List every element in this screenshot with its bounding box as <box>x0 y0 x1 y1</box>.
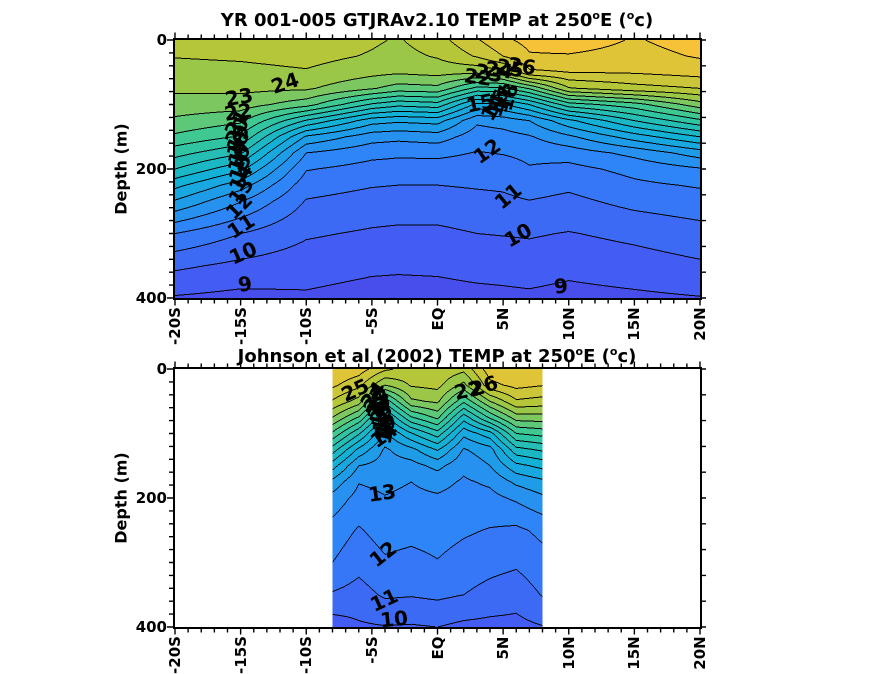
x-tick-label: -20S <box>166 636 184 674</box>
contour-label: 9 <box>552 273 570 299</box>
x-tick-label: 5N <box>494 307 513 330</box>
x-tick-label: -20S <box>166 307 184 345</box>
bottom-chart-title: Johnson et al (2002) TEMP at 250oE (oc) <box>238 345 637 367</box>
contour-label: 10 <box>378 605 409 633</box>
x-tick-label: 15N <box>625 306 644 341</box>
degree-superscript: o <box>626 9 635 22</box>
bottom-chart-title-units-close: c) <box>617 346 637 367</box>
contour-label: 13 <box>366 479 398 508</box>
top-chart-title-text: YR 001-005 GTJRAv2.10 TEMP at 250 <box>220 10 593 31</box>
top-chart-ylabel: Depth (m) <box>111 123 131 215</box>
top-chart-title-units: E ( <box>599 10 627 31</box>
x-tick-label: 10N <box>559 635 578 670</box>
y-tick-label: 400 <box>135 618 167 636</box>
top-chart-title-units-close: c) <box>634 10 654 31</box>
x-tick-label: -15S <box>231 307 250 345</box>
degree-superscript: o <box>609 345 618 358</box>
contour-plot-canvas <box>0 0 875 656</box>
x-tick-label: 20N <box>691 635 709 670</box>
x-tick-label: -15S <box>231 636 250 674</box>
bottom-chart-title-text: Johnson et al (2002) TEMP at 250 <box>237 346 576 367</box>
degree-superscript: o <box>575 345 584 358</box>
bottom-chart-ylabel: Depth (m) <box>111 452 131 544</box>
y-tick-label: 0 <box>156 31 167 49</box>
bottom-chart-title-units: E ( <box>583 346 610 367</box>
contour-label: 9 <box>235 270 254 297</box>
degree-superscript: o <box>592 9 600 22</box>
x-tick-label: EQ <box>428 307 447 330</box>
y-tick-label: 200 <box>135 489 167 507</box>
x-tick-label: 20N <box>691 306 709 341</box>
y-tick-label: 200 <box>135 160 167 178</box>
contour-label: 26 <box>506 52 537 81</box>
x-tick-label: -10S <box>297 636 316 674</box>
x-tick-label: 15N <box>625 635 644 670</box>
x-tick-label: -10S <box>297 307 316 345</box>
top-chart-title: YR 001-005 GTJRAv2.10 TEMP at 250oE (oc) <box>221 9 653 31</box>
x-tick-label: -5S <box>362 635 381 664</box>
x-tick-label: -5S <box>362 306 381 335</box>
x-tick-label: 10N <box>559 306 578 341</box>
y-tick-label: 0 <box>156 360 167 378</box>
y-tick-label: 400 <box>135 289 167 307</box>
